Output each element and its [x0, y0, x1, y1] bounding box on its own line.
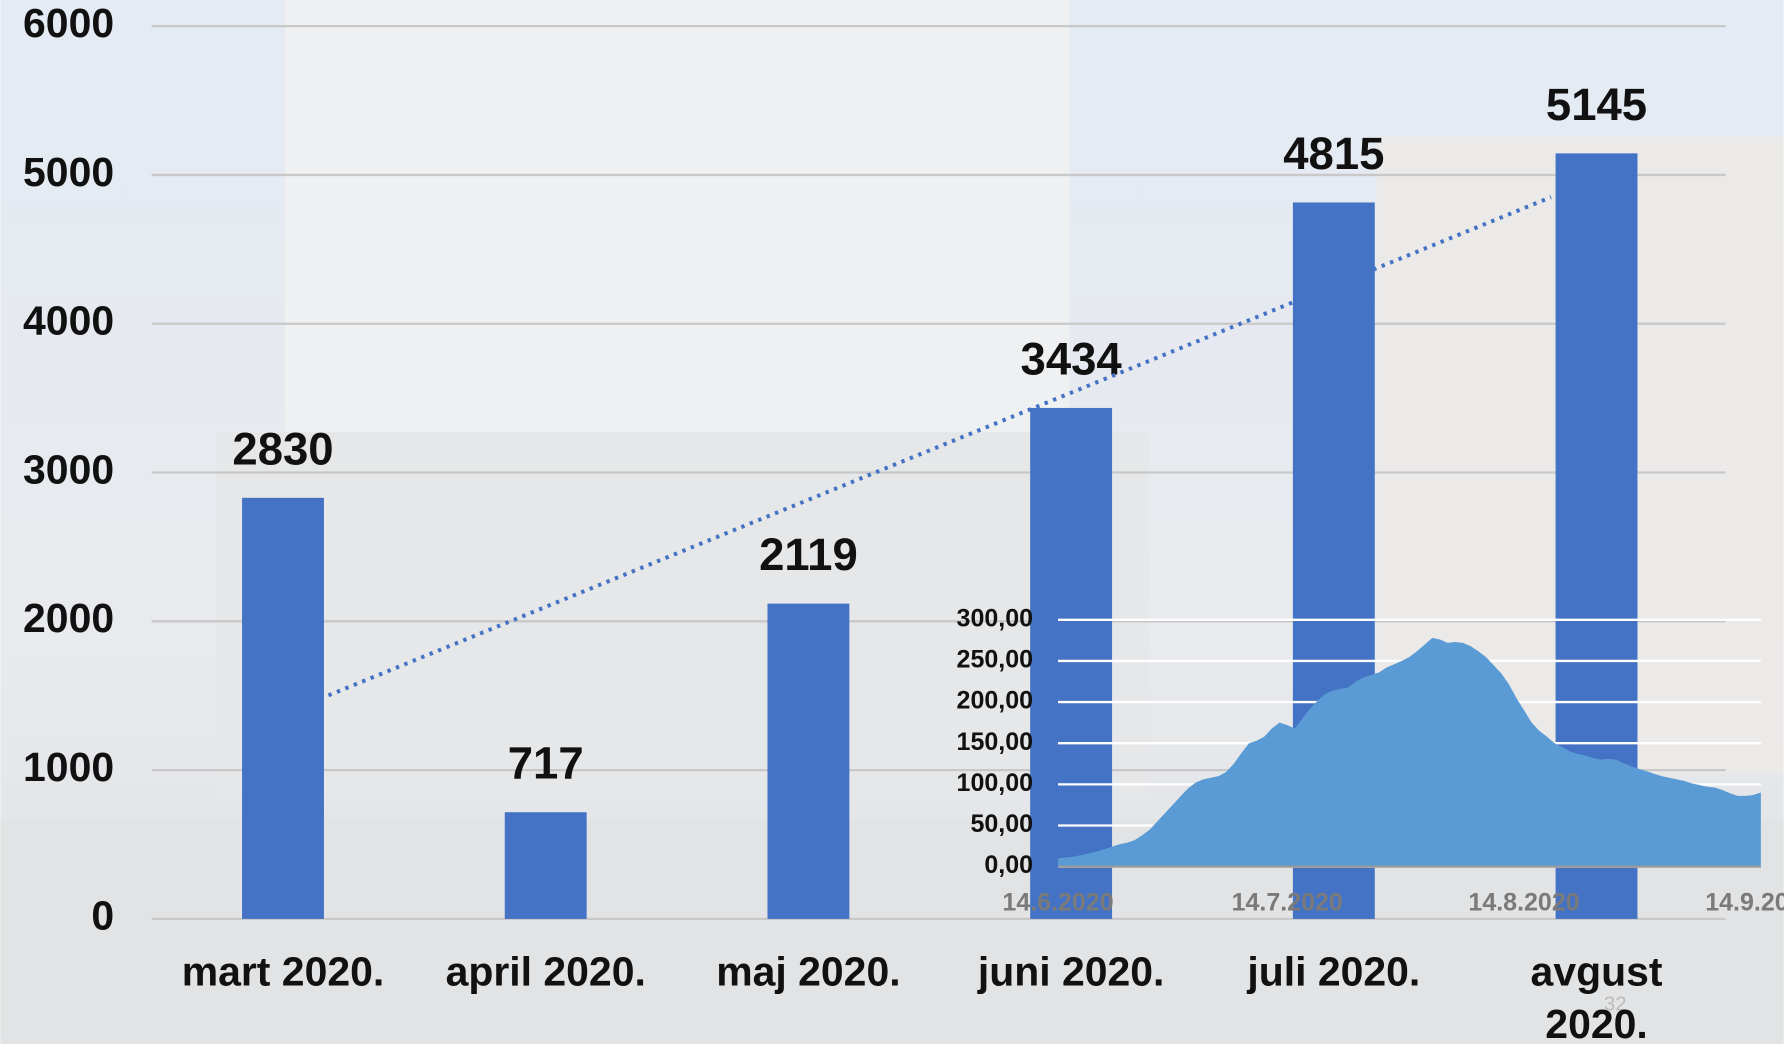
- inset-chart: 0,00 50,00 100,00 150,00 200,00 250,00 300,00 1…: [957, 604, 1784, 916]
- x-tick-label: 14.7.2020: [1232, 889, 1343, 917]
- building-base: [216, 432, 1150, 797]
- y-tick-label: 0: [91, 893, 114, 939]
- y-tick-label: 6000: [23, 0, 114, 46]
- x-tick-label: avgust 2020.: [1531, 948, 1663, 1044]
- y-tick-label: 1000: [23, 744, 114, 790]
- x-tick-label: april 2020.: [446, 948, 646, 994]
- bar: [504, 812, 587, 919]
- y-tick-label: 100,00: [957, 769, 1033, 797]
- trendline: [327, 195, 1552, 698]
- page-number: 32: [1604, 993, 1627, 1016]
- data-label: 717: [508, 738, 584, 789]
- bar: [1030, 407, 1113, 919]
- x-tick-label: 14.6.2020: [1002, 889, 1113, 917]
- data-label: 4815: [1283, 128, 1384, 179]
- y-tick-label: 3000: [23, 446, 114, 492]
- y-tick-label: 50,00: [970, 810, 1033, 838]
- x-tick-label: mart 2020.: [182, 948, 385, 994]
- bar: [242, 497, 324, 919]
- y-tick-label: 5000: [23, 149, 114, 195]
- x-tick-label: 14.8.2020: [1468, 889, 1579, 917]
- area: [1058, 637, 1761, 867]
- y-tick-label: 250,00: [957, 646, 1033, 674]
- x-tick-label: 14.9.2020: [1705, 889, 1784, 917]
- x-tick-label: juli 2020.: [1246, 948, 1420, 994]
- x-tick-label: juni 2020.: [977, 948, 1165, 994]
- building: [284, 0, 1070, 433]
- y-tick-label: 200,00: [957, 687, 1033, 715]
- data-label: 3434: [1021, 333, 1123, 384]
- y-tick-label: 0,00: [984, 851, 1033, 879]
- data-label: 2119: [759, 529, 858, 580]
- y-tick-label: 4000: [23, 298, 114, 344]
- bar: [767, 603, 850, 919]
- y-tick-label: 2000: [23, 595, 114, 641]
- y-tick-label: 300,00: [957, 604, 1033, 632]
- data-label: 5145: [1546, 79, 1647, 130]
- data-label: 2830: [232, 423, 333, 474]
- y-tick-label: 150,00: [957, 728, 1033, 756]
- x-tick-label: maj 2020.: [716, 948, 900, 994]
